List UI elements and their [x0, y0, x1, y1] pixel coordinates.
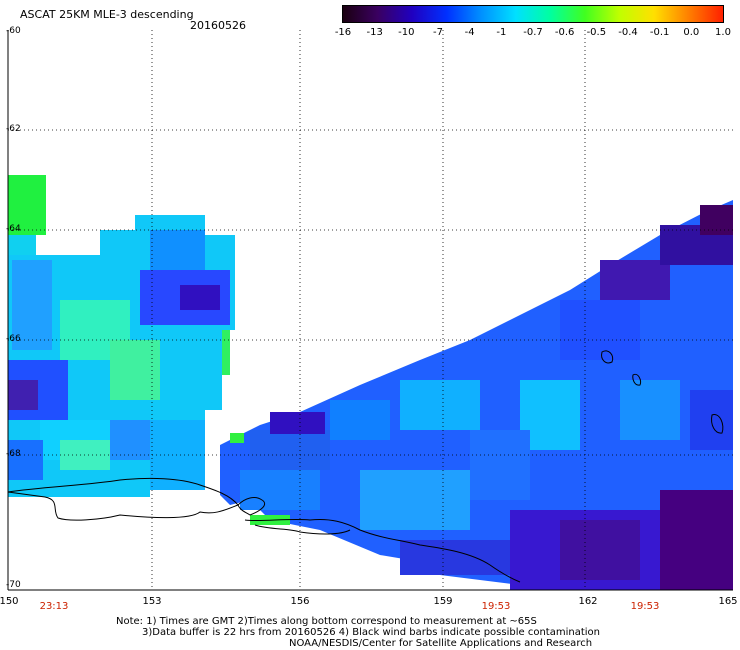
color-scale-label: -0.5: [586, 27, 607, 38]
color-scale-label: -0.7: [523, 27, 543, 38]
color-scale-label: -10: [398, 27, 415, 38]
color-scale-label: -0.6: [554, 27, 575, 38]
date-label: 20160526: [190, 19, 246, 32]
color-scale-label: -0.1: [649, 27, 670, 38]
lat-label: -60: [6, 26, 21, 36]
note-line-1: Note: 1) Times are GMT 2)Times along bot…: [116, 616, 537, 627]
color-scale-label: -7: [433, 27, 443, 38]
color-scale-label: -16: [334, 27, 352, 38]
right-swath: [220, 200, 733, 590]
grid: [8, 30, 733, 590]
note-line-2: 3)Data buffer is 22 hrs from 20160526 4)…: [142, 627, 600, 638]
color-scale-label: -1: [496, 27, 507, 38]
time-label: 19:53: [481, 601, 511, 612]
lon-label: 153: [142, 596, 162, 607]
lat-label: -68: [6, 449, 21, 459]
lon-label: 159: [433, 596, 453, 607]
color-scale-label: -4: [464, 27, 475, 38]
color-scale-label: -13: [366, 27, 383, 38]
lon-label: 150: [0, 596, 19, 607]
coastline: [7, 350, 724, 583]
color-scale-bar: [342, 5, 724, 23]
time-label: 23:13: [39, 601, 69, 612]
lon-label: 162: [578, 596, 598, 607]
lat-label: -64: [6, 224, 21, 234]
color-scale-label: 1.0: [715, 27, 731, 38]
lat-label: -62: [6, 124, 21, 134]
lon-label: 156: [290, 596, 310, 607]
time-label: 19:53: [630, 601, 660, 612]
lat-label: -70: [6, 580, 21, 590]
page-title: ASCAT 25KM MLE-3 descending: [20, 8, 194, 21]
color-scale-label: 0.0: [683, 27, 700, 38]
color-scale-label: -0.4: [618, 27, 638, 38]
note-line-3: NOAA/NESDIS/Center for Satellite Applica…: [289, 638, 593, 649]
frame-ticks: [7, 30, 733, 591]
lat-label: -66: [6, 334, 21, 344]
lon-label: 165: [718, 596, 738, 607]
left-swath: [8, 175, 235, 497]
